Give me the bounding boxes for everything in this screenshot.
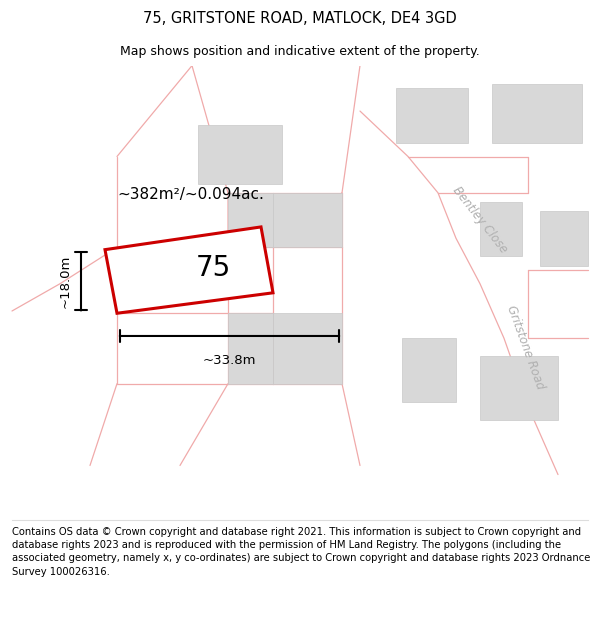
Polygon shape <box>540 211 588 266</box>
Text: ~33.8m: ~33.8m <box>203 354 256 367</box>
Polygon shape <box>396 88 468 143</box>
Polygon shape <box>198 125 282 184</box>
Text: Bentley Close: Bentley Close <box>450 184 510 256</box>
Text: ~18.0m: ~18.0m <box>59 255 72 308</box>
Text: Contains OS data © Crown copyright and database right 2021. This information is : Contains OS data © Crown copyright and d… <box>12 527 590 576</box>
Polygon shape <box>228 313 273 384</box>
Polygon shape <box>273 193 342 248</box>
Polygon shape <box>402 338 456 402</box>
Text: 75: 75 <box>196 254 230 282</box>
Polygon shape <box>480 356 558 420</box>
Text: Gritstone Road: Gritstone Road <box>504 304 546 391</box>
Polygon shape <box>480 202 522 256</box>
Polygon shape <box>492 84 582 143</box>
Text: Map shows position and indicative extent of the property.: Map shows position and indicative extent… <box>120 45 480 58</box>
Polygon shape <box>273 313 342 384</box>
Text: 75, GRITSTONE ROAD, MATLOCK, DE4 3GD: 75, GRITSTONE ROAD, MATLOCK, DE4 3GD <box>143 11 457 26</box>
Polygon shape <box>228 193 273 248</box>
Text: ~382m²/~0.094ac.: ~382m²/~0.094ac. <box>117 187 264 202</box>
Polygon shape <box>105 227 273 313</box>
